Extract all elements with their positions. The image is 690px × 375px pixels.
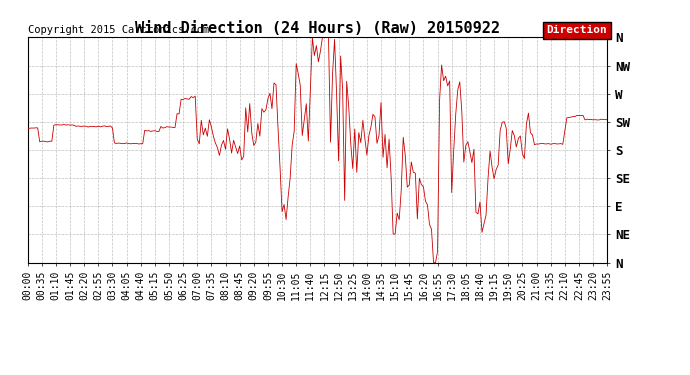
Text: Direction: Direction bbox=[546, 25, 607, 35]
Text: Copyright 2015 Cartronics.com: Copyright 2015 Cartronics.com bbox=[28, 25, 209, 35]
Title: Wind Direction (24 Hours) (Raw) 20150922: Wind Direction (24 Hours) (Raw) 20150922 bbox=[135, 21, 500, 36]
